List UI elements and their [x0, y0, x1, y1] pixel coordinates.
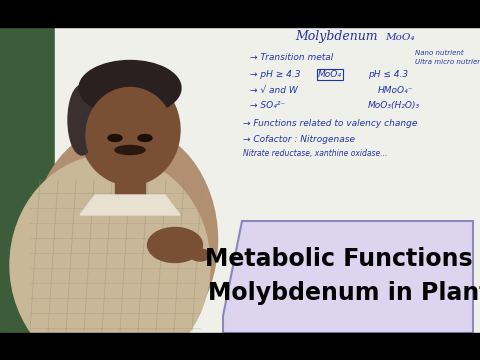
Polygon shape — [223, 221, 473, 333]
Ellipse shape — [190, 249, 210, 261]
Ellipse shape — [33, 125, 217, 355]
Text: Molybdenum in Plants: Molybdenum in Plants — [208, 281, 480, 305]
Text: → SO₄²⁻: → SO₄²⁻ — [250, 101, 285, 110]
Text: MoO₄: MoO₄ — [318, 70, 342, 79]
Text: Ultra micro nutrient: Ultra micro nutrient — [415, 59, 480, 65]
Bar — [0, 27, 55, 333]
Ellipse shape — [147, 228, 203, 262]
Text: MoO₃(H₂O)₃: MoO₃(H₂O)₃ — [368, 101, 420, 110]
Text: → Cofactor : Nitrogenase: → Cofactor : Nitrogenase — [243, 135, 355, 144]
Ellipse shape — [68, 85, 96, 155]
Ellipse shape — [108, 135, 122, 141]
Bar — [0, 333, 480, 360]
Text: Nano nutrient: Nano nutrient — [415, 50, 464, 56]
Text: Molybdenum: Molybdenum — [295, 30, 378, 43]
Text: → √ and W: → √ and W — [250, 86, 298, 95]
Ellipse shape — [138, 135, 152, 141]
Text: MoO₄: MoO₄ — [385, 33, 415, 42]
Ellipse shape — [10, 155, 210, 360]
Ellipse shape — [80, 75, 180, 185]
Ellipse shape — [115, 145, 145, 154]
Text: pH ≤ 4.3: pH ≤ 4.3 — [368, 70, 408, 79]
Text: HMoO₄⁻: HMoO₄⁻ — [378, 86, 413, 95]
Polygon shape — [80, 195, 180, 215]
Bar — [115, 135, 145, 195]
Ellipse shape — [86, 87, 174, 183]
Text: Metabolic Functions of: Metabolic Functions of — [205, 247, 480, 271]
Text: Nitrate reductase, xanthine oxidase...: Nitrate reductase, xanthine oxidase... — [243, 149, 387, 158]
Text: → pH ≥ 4.3: → pH ≥ 4.3 — [250, 70, 300, 79]
Bar — [0, 0, 480, 27]
Text: → Functions related to valency change: → Functions related to valency change — [243, 119, 418, 128]
Ellipse shape — [79, 60, 181, 116]
Bar — [55, 27, 480, 333]
Text: → Transition metal: → Transition metal — [250, 53, 333, 62]
